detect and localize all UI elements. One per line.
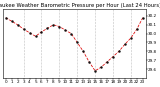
- Title: Milwaukee Weather Barometric Pressure per Hour (Last 24 Hours): Milwaukee Weather Barometric Pressure pe…: [0, 3, 160, 8]
